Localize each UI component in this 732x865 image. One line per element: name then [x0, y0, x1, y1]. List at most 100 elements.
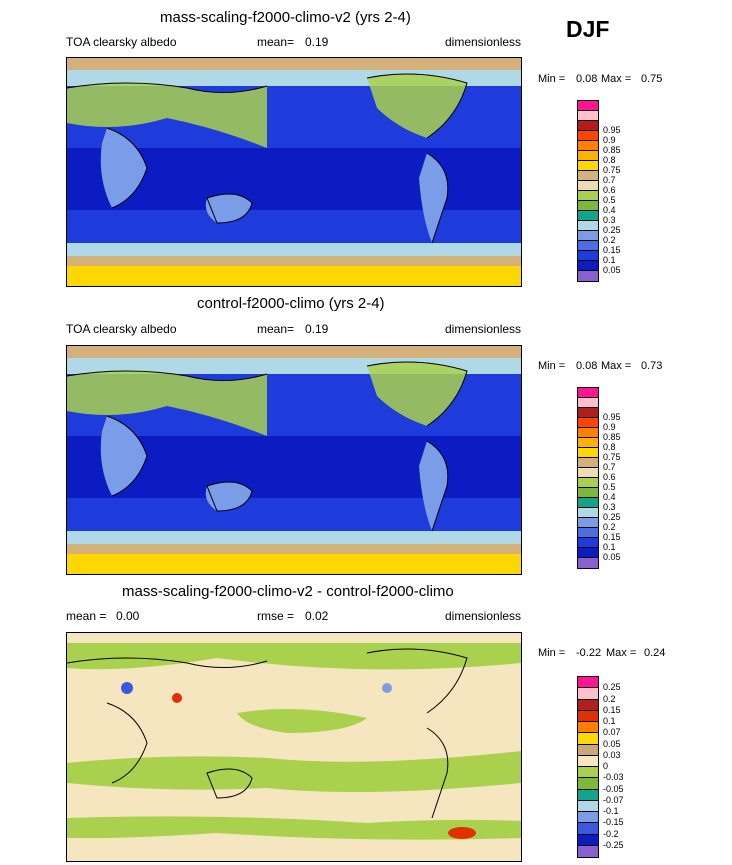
colorbar-swatch [578, 191, 598, 201]
colorbar-tick-label: -0.2 [603, 828, 619, 839]
colorbar-tick-label: 0.75 [603, 165, 621, 175]
panel3-units: dimensionless [445, 609, 522, 623]
panel2-max-label: Max = [601, 360, 632, 372]
panel1-map [66, 57, 522, 287]
colorbar-tick-label: 0.25 [603, 512, 621, 522]
coastlines [67, 73, 468, 244]
colorbar-tick-label: 0.15 [603, 532, 621, 542]
panel2-title: control-f2000-climo (yrs 2-4) [197, 295, 385, 312]
south-america-land [419, 441, 448, 531]
colorbar-swatch [578, 408, 598, 418]
colorbar-swatch [578, 823, 598, 835]
panel3-mean-label: mean = [66, 609, 107, 623]
tropical-negative-band [67, 751, 521, 792]
colorbar-swatch [578, 699, 598, 711]
colorbar-tick-label: 0.9 [603, 422, 616, 432]
colorbar-tick-label: 0.4 [603, 205, 616, 215]
colorbar-tick-label: 0.3 [603, 215, 616, 225]
colorbar-swatch [578, 151, 598, 161]
colorbar-tick-label: -0.1 [603, 806, 619, 816]
colorbar-tick-label: 0.85 [603, 432, 621, 442]
panel3-max-value: 0.24 [644, 647, 666, 659]
colorbar-tick-label: -0.03 [603, 772, 624, 783]
colorbar-swatch [578, 767, 598, 779]
panel2-units: dimensionless [445, 322, 522, 336]
arctic-ice [67, 346, 521, 358]
panel3-mean-value: 0.00 [116, 609, 140, 623]
colorbar-tick-label: 0.2 [603, 522, 616, 532]
colorbar-tick-label: 0 [603, 761, 609, 771]
colorbar-swatch [578, 101, 598, 111]
colorbar-swatch [578, 111, 598, 121]
colorbar-tick-label: 0.7 [603, 462, 616, 472]
panel3-min-value: -0.22 [576, 647, 602, 659]
colorbar-swatch [578, 161, 598, 171]
colorbar-tick-label: 0.05 [603, 265, 621, 275]
colorbar-swatch [578, 121, 598, 131]
colorbar-tick-label: 0.1 [603, 716, 616, 726]
panel2-colorbar [577, 387, 599, 569]
colorbar-swatch [578, 755, 598, 767]
panel2-map [66, 345, 522, 575]
colorbar-tick-label: 0.5 [603, 195, 616, 205]
colorbar-swatch [578, 488, 598, 498]
panel1-min-label: Min = [538, 73, 566, 85]
asia-negative-spot [121, 682, 133, 694]
colorbar-swatch [578, 538, 598, 548]
colorbar-swatch [578, 733, 598, 745]
colorbar-tick-label: 0.95 [603, 412, 621, 422]
colorbar-swatch [578, 261, 598, 271]
colorbar-swatch [578, 710, 598, 722]
panel1-max-value: 0.75 [641, 73, 663, 85]
colorbar-tick-label: 0.05 [603, 738, 621, 749]
panel2-max-value: 0.73 [641, 360, 663, 372]
panel1-mean-label: mean= [257, 35, 295, 49]
panel3-max-label: Max = [606, 647, 637, 659]
colorbar-tick-label: 0.05 [603, 552, 621, 562]
panel1-min-value: 0.08 [576, 73, 598, 85]
colorbar-swatch [578, 688, 598, 700]
panel2-min-value: 0.08 [576, 360, 598, 372]
pacific-negative-patch [237, 709, 367, 733]
arctic-ice [67, 58, 521, 70]
panel1-colorbar [577, 100, 599, 282]
colorbar-swatch [578, 518, 598, 528]
colorbar-tick-label: 0.5 [603, 482, 616, 492]
colorbar-tick-label: 0.8 [603, 155, 616, 165]
colorbar-tick-label: 0.03 [603, 749, 621, 760]
colorbar-swatch [578, 211, 598, 221]
panel3-colorbar [577, 676, 599, 858]
colorbar-tick-label: 0.25 [603, 225, 621, 235]
australia-land [205, 194, 252, 223]
colorbar-tick-label: 0.8 [603, 442, 616, 452]
colorbar-tick-label: -0.05 [603, 783, 624, 794]
colorbar-tick-label: 0.95 [603, 125, 621, 135]
colorbar-tick-label: 0.1 [603, 542, 616, 552]
panel3-rmse-value: 0.02 [305, 609, 329, 623]
colorbar-tick-label: 0.9 [603, 135, 616, 145]
panel2-min-label: Min = [538, 360, 566, 372]
colorbar-tick-label: 0.7 [603, 175, 616, 185]
panel1-mean-value: 0.19 [305, 35, 329, 49]
asia-positive-spot [172, 693, 182, 703]
colorbar-swatch [578, 388, 598, 398]
colorbar-swatch [578, 241, 598, 251]
colorbar-swatch [578, 558, 598, 568]
colorbar-tick-label: 0.2 [603, 693, 616, 704]
colorbar-swatch [578, 438, 598, 448]
colorbar-swatch [578, 845, 598, 857]
panel3-map [66, 632, 522, 862]
colorbar-tick-label: 0.1 [603, 255, 616, 265]
colorbar-swatch [578, 478, 598, 488]
colorbar-swatch [578, 778, 598, 790]
colorbar-swatch [578, 508, 598, 518]
panel2-map-svg [67, 346, 521, 574]
colorbar-tick-label: 0.3 [603, 502, 616, 512]
colorbar-swatch [578, 141, 598, 151]
colorbar-tick-label: 0.2 [603, 235, 616, 245]
colorbar-tick-label: -0.15 [603, 817, 624, 828]
colorbar-tick-label: 0.6 [603, 185, 616, 195]
eurasia-land [67, 371, 267, 436]
panel3-rmse-label: rmse = [257, 609, 295, 623]
colorbar-swatch [578, 171, 598, 181]
